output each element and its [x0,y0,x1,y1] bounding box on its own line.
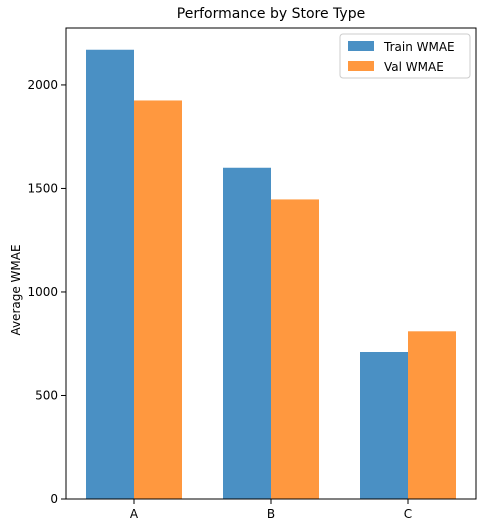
bars-group [86,50,456,499]
bar-B-train [223,168,271,499]
legend: Train WMAE Val WMAE [340,34,470,78]
x-tick-label-A: A [130,507,139,521]
bar-B-val [271,199,319,499]
bar-A-val [134,100,182,499]
y-tick-label: 500 [35,388,58,402]
y-axis-label: Average WMAE [9,244,23,335]
chart-title: Performance by Store Type [177,6,365,22]
legend-swatch-val [348,61,374,71]
y-tick-label: 2000 [27,78,58,92]
x-axis-ticks: A B C [130,499,412,521]
y-axis-ticks: 0 500 1000 1500 2000 [27,78,66,506]
x-tick-label-C: C [404,507,412,521]
y-tick-label: 0 [50,492,58,506]
bar-C-train [360,352,408,499]
y-tick-label: 1000 [27,285,58,299]
bar-C-val [408,331,456,499]
legend-label-train: Train WMAE [383,40,455,54]
legend-label-val: Val WMAE [384,60,444,74]
bar-A-train [86,50,134,499]
x-tick-label-B: B [267,507,275,521]
y-tick-label: 1500 [27,181,58,195]
legend-swatch-train [348,41,374,51]
